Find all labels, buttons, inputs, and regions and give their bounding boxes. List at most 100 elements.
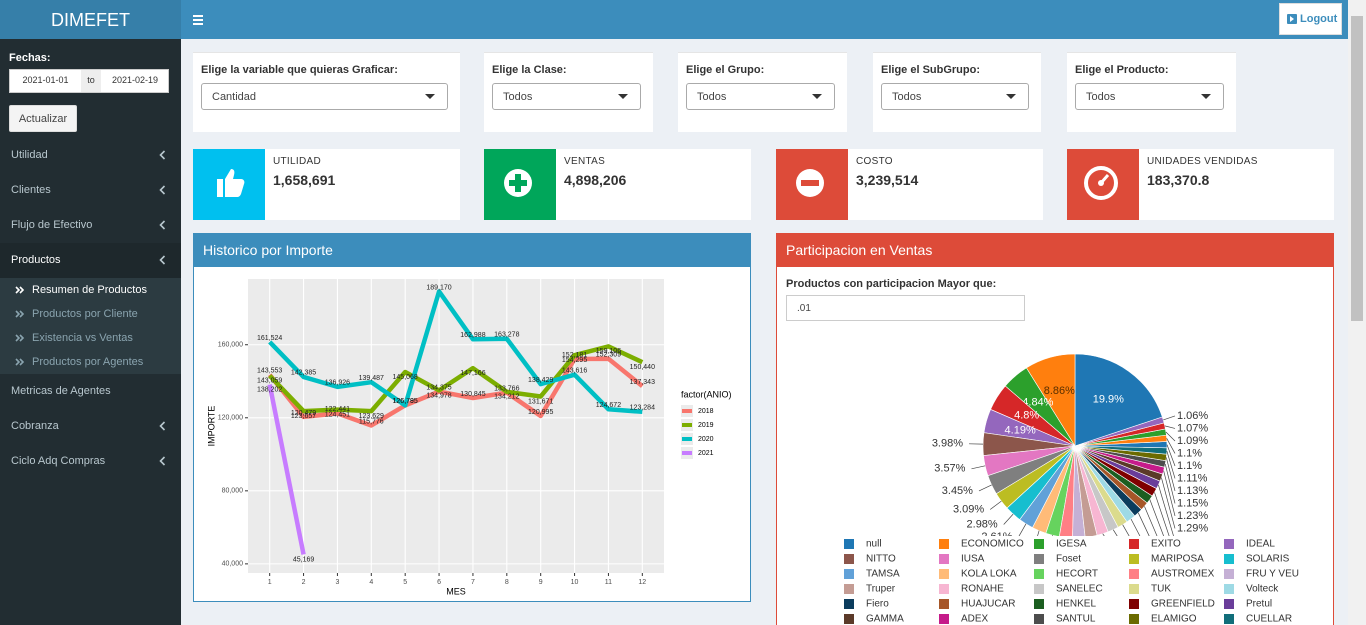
legend-label[interactable]: TAMSA bbox=[866, 569, 900, 580]
legend-label[interactable]: ELAMIGO bbox=[1151, 614, 1197, 625]
legend-label[interactable]: Volteck bbox=[1246, 584, 1279, 595]
logout-button[interactable]: Logout bbox=[1279, 3, 1342, 35]
legend-label[interactable]: RONAHE bbox=[961, 584, 1004, 595]
legend-label[interactable]: EXITO bbox=[1151, 539, 1181, 550]
legend-label[interactable]: KOLA LOKA bbox=[961, 569, 1017, 580]
legend-label[interactable]: SANELEC bbox=[1056, 584, 1103, 595]
legend-label[interactable]: SOLARIS bbox=[1246, 554, 1290, 565]
legend-swatch[interactable] bbox=[1224, 599, 1234, 609]
legend-label[interactable]: GAMMA bbox=[866, 614, 904, 625]
filter-select[interactable]: Todos bbox=[881, 83, 1029, 110]
date-from[interactable]: 2021-01-01 bbox=[22, 75, 69, 85]
scroll-thumb[interactable] bbox=[1351, 16, 1363, 321]
menu-item[interactable]: Flujo de Efectivo bbox=[0, 208, 181, 243]
legend-swatch[interactable] bbox=[1129, 614, 1139, 624]
legend-swatch[interactable] bbox=[1224, 554, 1234, 564]
legend-label[interactable]: CUELLAR bbox=[1246, 614, 1292, 625]
data-label: 134,978 bbox=[426, 392, 451, 399]
legend-swatch[interactable] bbox=[939, 554, 949, 564]
menu-item[interactable]: Cobranza bbox=[0, 409, 181, 444]
legend-swatch[interactable] bbox=[1129, 599, 1139, 609]
legend-label[interactable]: IUSA bbox=[961, 554, 985, 565]
legend-swatch[interactable] bbox=[844, 554, 854, 564]
legend-swatch[interactable] bbox=[844, 584, 854, 594]
kpi-box: COSTO 3,239,514 bbox=[776, 149, 1043, 220]
submenu-item[interactable]: Productos por Agentes bbox=[0, 350, 181, 374]
filter-value: Cantidad bbox=[212, 91, 257, 103]
history-header bbox=[194, 234, 750, 267]
submenu-item[interactable]: Resumen de Productos bbox=[0, 278, 181, 302]
chevron bbox=[159, 421, 166, 431]
legend-swatch[interactable] bbox=[1034, 584, 1044, 594]
legend-swatch[interactable] bbox=[844, 539, 854, 549]
legend-label[interactable]: Fiero bbox=[866, 599, 889, 610]
date-to[interactable]: 2021-02-19 bbox=[111, 75, 159, 85]
menu-item[interactable]: Ciclo Adq Compras bbox=[0, 444, 181, 479]
menu-item[interactable]: Utilidad bbox=[0, 138, 181, 173]
menu-toggle[interactable] bbox=[193, 14, 205, 26]
slice-label: 8.86% bbox=[1044, 385, 1075, 397]
legend-label[interactable]: Foset bbox=[1056, 554, 1081, 565]
data-label: 139,487 bbox=[359, 375, 384, 382]
legend-swatch[interactable] bbox=[1224, 539, 1234, 549]
refresh-button[interactable]: Actualizar bbox=[9, 105, 77, 132]
legend-label[interactable]: HENKEL bbox=[1056, 599, 1096, 610]
legend-label[interactable]: SANTUL bbox=[1056, 614, 1096, 625]
filter-select[interactable]: Todos bbox=[1075, 83, 1224, 110]
legend-label[interactable]: Truper bbox=[866, 584, 896, 595]
legend-swatch[interactable] bbox=[844, 569, 854, 579]
legend-swatch[interactable] bbox=[1129, 569, 1139, 579]
legend-label[interactable]: null bbox=[866, 539, 882, 550]
legend-label[interactable]: ADEX bbox=[961, 614, 989, 625]
legend-label[interactable]: GREENFIELD bbox=[1151, 599, 1215, 610]
legend-swatch[interactable] bbox=[1034, 539, 1044, 549]
legend-label: 2020 bbox=[698, 436, 714, 443]
legend-label[interactable]: TUK bbox=[1151, 584, 1171, 595]
filter-select[interactable]: Todos bbox=[492, 83, 641, 110]
legend-swatch[interactable] bbox=[1034, 554, 1044, 564]
double-chevron bbox=[15, 334, 25, 342]
filter-select[interactable]: Todos bbox=[686, 83, 835, 110]
legend-label[interactable]: IGESA bbox=[1056, 539, 1087, 550]
legend-swatch[interactable] bbox=[939, 614, 949, 624]
legend-label[interactable]: HUAJUCAR bbox=[961, 599, 1015, 610]
legend-label[interactable]: HECORT bbox=[1056, 569, 1098, 580]
filter-select[interactable]: Cantidad bbox=[201, 83, 448, 110]
double-chevron bbox=[15, 358, 25, 366]
leader-line bbox=[1165, 457, 1176, 492]
pie-slice bbox=[1074, 353, 1163, 447]
legend-swatch[interactable] bbox=[1129, 584, 1139, 594]
legend-label[interactable]: MARIPOSA bbox=[1151, 554, 1204, 565]
legend-swatch[interactable] bbox=[939, 599, 949, 609]
legend-swatch[interactable] bbox=[844, 614, 854, 624]
menu-label: Ciclo Adq Compras bbox=[11, 455, 106, 467]
legend-label[interactable]: FRU Y VEU bbox=[1246, 569, 1299, 580]
legend-swatch[interactable] bbox=[1224, 614, 1234, 624]
legend-label[interactable]: ECONOMICO bbox=[961, 539, 1024, 550]
legend-swatch[interactable] bbox=[1224, 584, 1234, 594]
legend-swatch[interactable] bbox=[844, 599, 854, 609]
legend-label[interactable]: NITTO bbox=[866, 554, 896, 565]
legend-swatch[interactable] bbox=[939, 539, 949, 549]
menu-item[interactable]: Clientes bbox=[0, 173, 181, 208]
legend-swatch[interactable] bbox=[1129, 554, 1139, 564]
legend-swatch[interactable] bbox=[1129, 539, 1139, 549]
menu-item[interactable]: Productos bbox=[0, 243, 181, 278]
legend-label[interactable]: IDEAL bbox=[1246, 539, 1275, 550]
legend-swatch[interactable] bbox=[1034, 599, 1044, 609]
legend-swatch[interactable] bbox=[939, 584, 949, 594]
legend-label[interactable]: Pretul bbox=[1246, 599, 1272, 610]
submenu-item[interactable]: Existencia vs Ventas bbox=[0, 326, 181, 350]
legend-swatch[interactable] bbox=[1034, 614, 1044, 624]
legend-label[interactable]: AUSTROMEX bbox=[1151, 569, 1215, 580]
share-input[interactable]: .01 bbox=[786, 295, 1025, 321]
legend-swatch[interactable] bbox=[939, 569, 949, 579]
submenu-item[interactable]: Productos por Cliente bbox=[0, 302, 181, 326]
submenu-icon bbox=[15, 358, 25, 366]
menu-item[interactable]: Metricas de Agentes bbox=[0, 374, 181, 409]
series-line bbox=[268, 344, 644, 414]
legend-swatch[interactable] bbox=[1224, 569, 1234, 579]
legend-swatch[interactable] bbox=[1034, 569, 1044, 579]
slice-label: 1.1% bbox=[1177, 460, 1202, 472]
leader-line bbox=[1161, 477, 1176, 529]
